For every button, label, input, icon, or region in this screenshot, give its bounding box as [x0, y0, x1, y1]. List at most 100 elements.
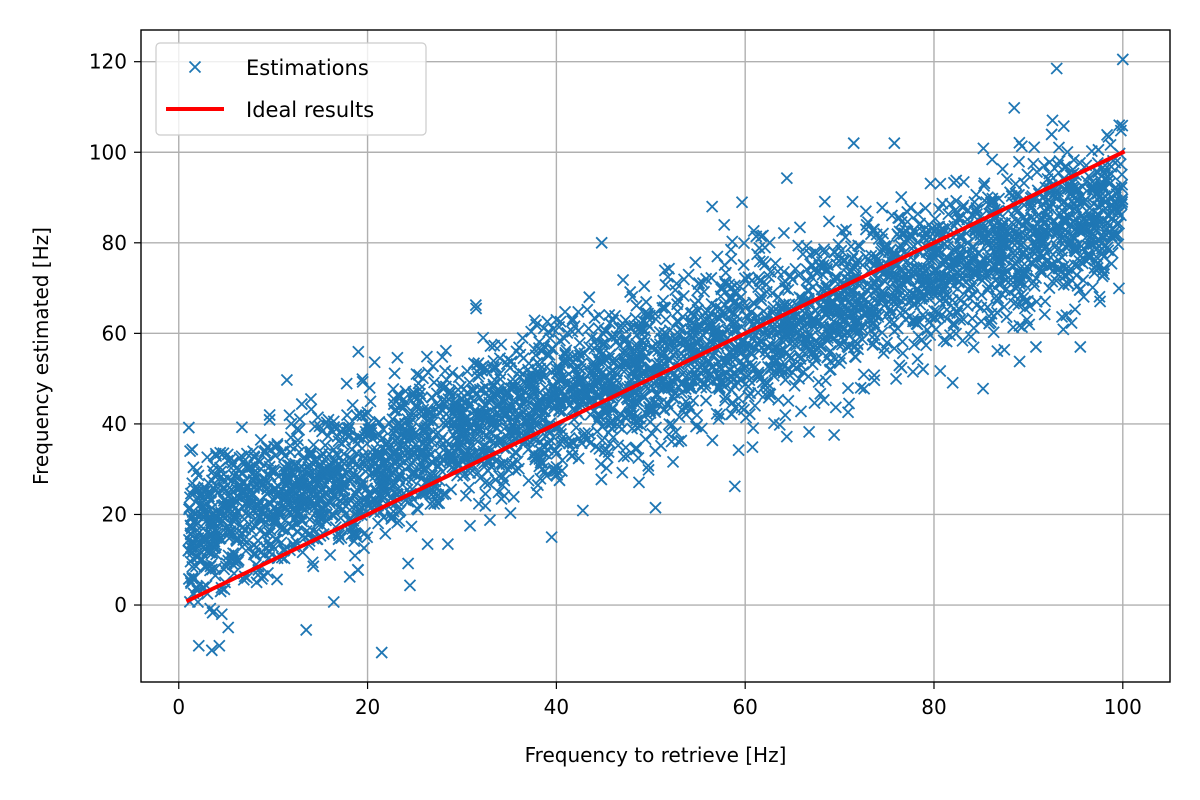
scatter-point	[245, 488, 258, 501]
scatter-point	[183, 501, 196, 514]
scatter-point	[1041, 208, 1055, 221]
scatter-point	[298, 471, 311, 484]
x-tick-label: 20	[355, 695, 380, 719]
scatter-point	[476, 408, 489, 421]
scatter-point	[1039, 295, 1052, 308]
scatter-point	[735, 401, 748, 414]
scatter-point	[490, 361, 503, 374]
scatter-point	[403, 449, 416, 462]
scatter-point	[824, 344, 837, 358]
scatter-point	[444, 450, 457, 463]
scatter-point	[1055, 310, 1069, 324]
scatter-point	[889, 372, 903, 385]
scatter-point	[828, 428, 841, 442]
scatter-point	[754, 292, 767, 305]
scatter-point	[658, 326, 671, 339]
axis-ticks: 0 20 40 60 80 100 0 20 40 60 80 100 120	[89, 50, 1142, 719]
scatter-point	[835, 325, 848, 339]
scatter-point	[844, 290, 858, 303]
scatter-point	[812, 375, 825, 389]
scatter-point	[457, 450, 471, 464]
scatter-point	[259, 541, 272, 554]
scatter-point	[1110, 185, 1124, 198]
scatter-point	[872, 295, 885, 308]
scatter-point	[465, 438, 478, 451]
scatter-point	[761, 381, 774, 395]
scatter-point	[351, 563, 364, 576]
scatter-point	[387, 382, 400, 396]
scatter-point	[468, 432, 481, 445]
x-axis-label: Frequency to retrieve [Hz]	[525, 743, 787, 767]
scatter-point	[695, 381, 708, 394]
scatter-point	[710, 300, 723, 313]
scatter-point	[295, 397, 308, 411]
scatter-point	[617, 450, 630, 463]
scatter-point	[907, 313, 920, 326]
scatter-point	[972, 247, 985, 260]
scatter-point	[314, 492, 327, 506]
scatter-point	[535, 411, 548, 424]
scatter-point	[263, 413, 276, 426]
scatter-point	[970, 188, 983, 201]
scatter-point	[213, 461, 227, 474]
scatter-point	[567, 363, 580, 376]
scatter-point	[857, 368, 870, 381]
scatter-point	[810, 267, 824, 280]
scatter-point	[379, 527, 392, 540]
scatter-point	[1006, 271, 1019, 284]
scatter-point	[697, 364, 710, 377]
scatter-point	[675, 377, 688, 391]
scatter-point	[784, 337, 797, 350]
scatter-point	[975, 288, 988, 301]
scatter-point	[198, 500, 211, 513]
scatter-point	[822, 329, 835, 342]
x-tick-label: 40	[544, 695, 569, 719]
scatter-point	[643, 401, 656, 414]
scatter-point	[483, 513, 497, 527]
scatter-point	[1057, 278, 1070, 292]
scatter-point	[732, 345, 745, 358]
scatter-point	[1010, 188, 1023, 201]
scatter-point	[1115, 198, 1128, 211]
scatter-point	[472, 370, 485, 383]
scatter-point	[404, 426, 417, 440]
scatter-point	[835, 352, 848, 365]
scatter-point	[974, 228, 987, 242]
scatter-point	[950, 174, 963, 187]
scatter-point	[640, 295, 653, 309]
scatter-point	[603, 416, 616, 429]
scatter-point	[932, 202, 946, 216]
scatter-point	[1065, 316, 1078, 330]
scatter-point	[835, 224, 849, 238]
scatter-point	[1019, 243, 1032, 256]
scatter-point	[1074, 340, 1087, 354]
scatter-point	[891, 322, 904, 335]
scatter-point	[556, 435, 569, 449]
scatter-point	[419, 420, 433, 434]
scatter-point	[551, 359, 564, 373]
scatter-point	[336, 437, 349, 450]
scatter-point	[1046, 275, 1059, 288]
scatter-point	[705, 361, 718, 374]
scatter-point	[1018, 269, 1031, 282]
scatter-point	[540, 360, 553, 373]
scatter-point	[563, 431, 576, 445]
scatter-point	[352, 430, 366, 443]
scatter-point	[991, 344, 1004, 358]
scatter-point	[301, 528, 315, 542]
scatter-point	[936, 282, 949, 296]
scatter-point	[837, 323, 850, 336]
scatter-point	[306, 556, 319, 569]
scatter-point	[401, 557, 415, 570]
scatter-point	[617, 356, 631, 369]
scatter-point	[1060, 309, 1073, 322]
scatter-point	[576, 504, 589, 517]
scatter-point	[459, 489, 473, 502]
scatter-point	[626, 366, 640, 380]
scatter-point	[293, 413, 306, 426]
scatter-point	[951, 248, 964, 261]
scatter-point	[982, 238, 995, 251]
scatter-point	[845, 299, 858, 313]
scatter-point	[724, 243, 738, 256]
scatter-point	[516, 331, 529, 345]
